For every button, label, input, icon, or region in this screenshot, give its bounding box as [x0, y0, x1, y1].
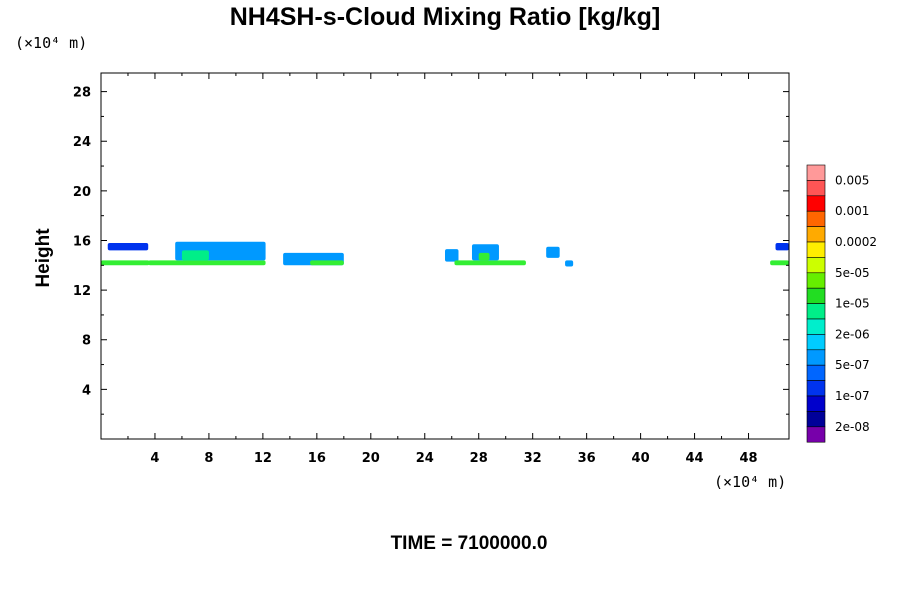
colorbar-label-5: 2e-06 — [835, 327, 870, 341]
cloud-region-7 — [445, 249, 459, 262]
x-axis-ticks: 4 8 12 16 20 24 28 32 36 40 44 48 — [127, 73, 758, 466]
colorbar-label-3: 5e-05 — [835, 266, 870, 280]
y-tick-label-5: 24 — [73, 135, 91, 150]
colorbar-swatch-16 — [806, 411, 826, 428]
colorbar-swatch-14 — [806, 380, 826, 397]
cloud-field — [101, 241, 789, 267]
x-tick-label-1: 8 — [204, 451, 213, 466]
chart-title: NH4SH-s-Cloud Mixing Ratio [kg/kg] — [230, 3, 661, 31]
colorbar-label-7: 1e-07 — [835, 389, 870, 403]
x-tick-label-3: 16 — [308, 451, 326, 466]
colorbar-swatch-0 — [806, 164, 826, 181]
cloud-region-8 — [454, 260, 526, 266]
colorbar-swatch-6 — [806, 257, 826, 274]
x-tick-label-2: 12 — [254, 451, 272, 466]
colorbar-swatch-15 — [806, 395, 826, 412]
y-axis-label: Height — [33, 228, 54, 288]
colorbar-swatch-8 — [806, 287, 826, 304]
y-tick-label-3: 16 — [73, 234, 91, 249]
colorbar-swatch-13 — [806, 364, 826, 381]
plot-area-frame — [100, 72, 790, 440]
x-tick-label-8: 36 — [578, 451, 596, 466]
x-tick-label-11: 48 — [739, 451, 757, 466]
y-tick-label-0: 4 — [82, 383, 91, 398]
cloud-region-10 — [478, 252, 490, 261]
y-axis-unit: (×10⁴ m) — [15, 34, 87, 52]
colorbar-label-0: 0.005 — [835, 173, 869, 187]
colorbar-label-1: 0.001 — [835, 204, 869, 218]
time-label: TIME = 7100000.0 — [391, 533, 548, 554]
colorbar-swatch-2 — [806, 195, 826, 212]
cloud-region-9 — [471, 244, 499, 261]
colorbar-swatch-12 — [806, 349, 826, 366]
colorbar-swatch-7 — [806, 272, 826, 289]
colorbar-label-8: 2e-08 — [835, 420, 870, 434]
y-tick-label-4: 20 — [73, 185, 91, 200]
x-tick-label-5: 24 — [416, 451, 434, 466]
colorbar-label-2: 0.0002 — [835, 235, 877, 249]
x-tick-label-6: 28 — [470, 451, 488, 466]
colorbar-swatch-17 — [806, 426, 826, 443]
cloud-region-11 — [546, 246, 560, 258]
cloud-region-6 — [310, 260, 344, 266]
colorbar-label-4: 1e-05 — [835, 297, 870, 311]
colorbar-label-6: 5e-07 — [835, 358, 870, 372]
colorbar: 0.005 0.001 0.0002 5e-05 1e-05 2e-06 5e-07 1e-0… — [806, 164, 877, 443]
x-tick-label-0: 4 — [150, 451, 159, 466]
y-tick-label-2: 12 — [73, 284, 91, 299]
x-tick-label-10: 44 — [686, 451, 704, 466]
colorbar-swatch-3 — [806, 210, 826, 227]
y-tick-label-6: 28 — [73, 86, 91, 101]
cloud-region-14 — [775, 242, 789, 251]
colorbar-swatch-9 — [806, 303, 826, 320]
y-axis-ticks: 4 8 12 16 20 24 28 — [73, 86, 789, 415]
cloud-region-13 — [770, 260, 789, 266]
colorbar-swatch-11 — [806, 334, 826, 351]
x-tick-label-7: 32 — [524, 451, 542, 466]
x-tick-label-4: 20 — [362, 451, 380, 466]
colorbar-swatch-4 — [806, 226, 826, 243]
colorbar-swatch-1 — [806, 180, 826, 197]
y-tick-label-1: 8 — [82, 334, 91, 349]
cloud-region-4 — [181, 250, 209, 261]
colorbar-swatch-5 — [806, 241, 826, 258]
x-tick-label-9: 40 — [632, 451, 650, 466]
cloud-region-0 — [101, 260, 150, 266]
colorbar-swatch-10 — [806, 318, 826, 335]
cloud-region-1 — [107, 242, 149, 251]
cloud-region-2 — [148, 260, 266, 266]
x-axis-unit: (×10⁴ m) — [714, 473, 786, 491]
cloud-region-12 — [565, 260, 574, 267]
